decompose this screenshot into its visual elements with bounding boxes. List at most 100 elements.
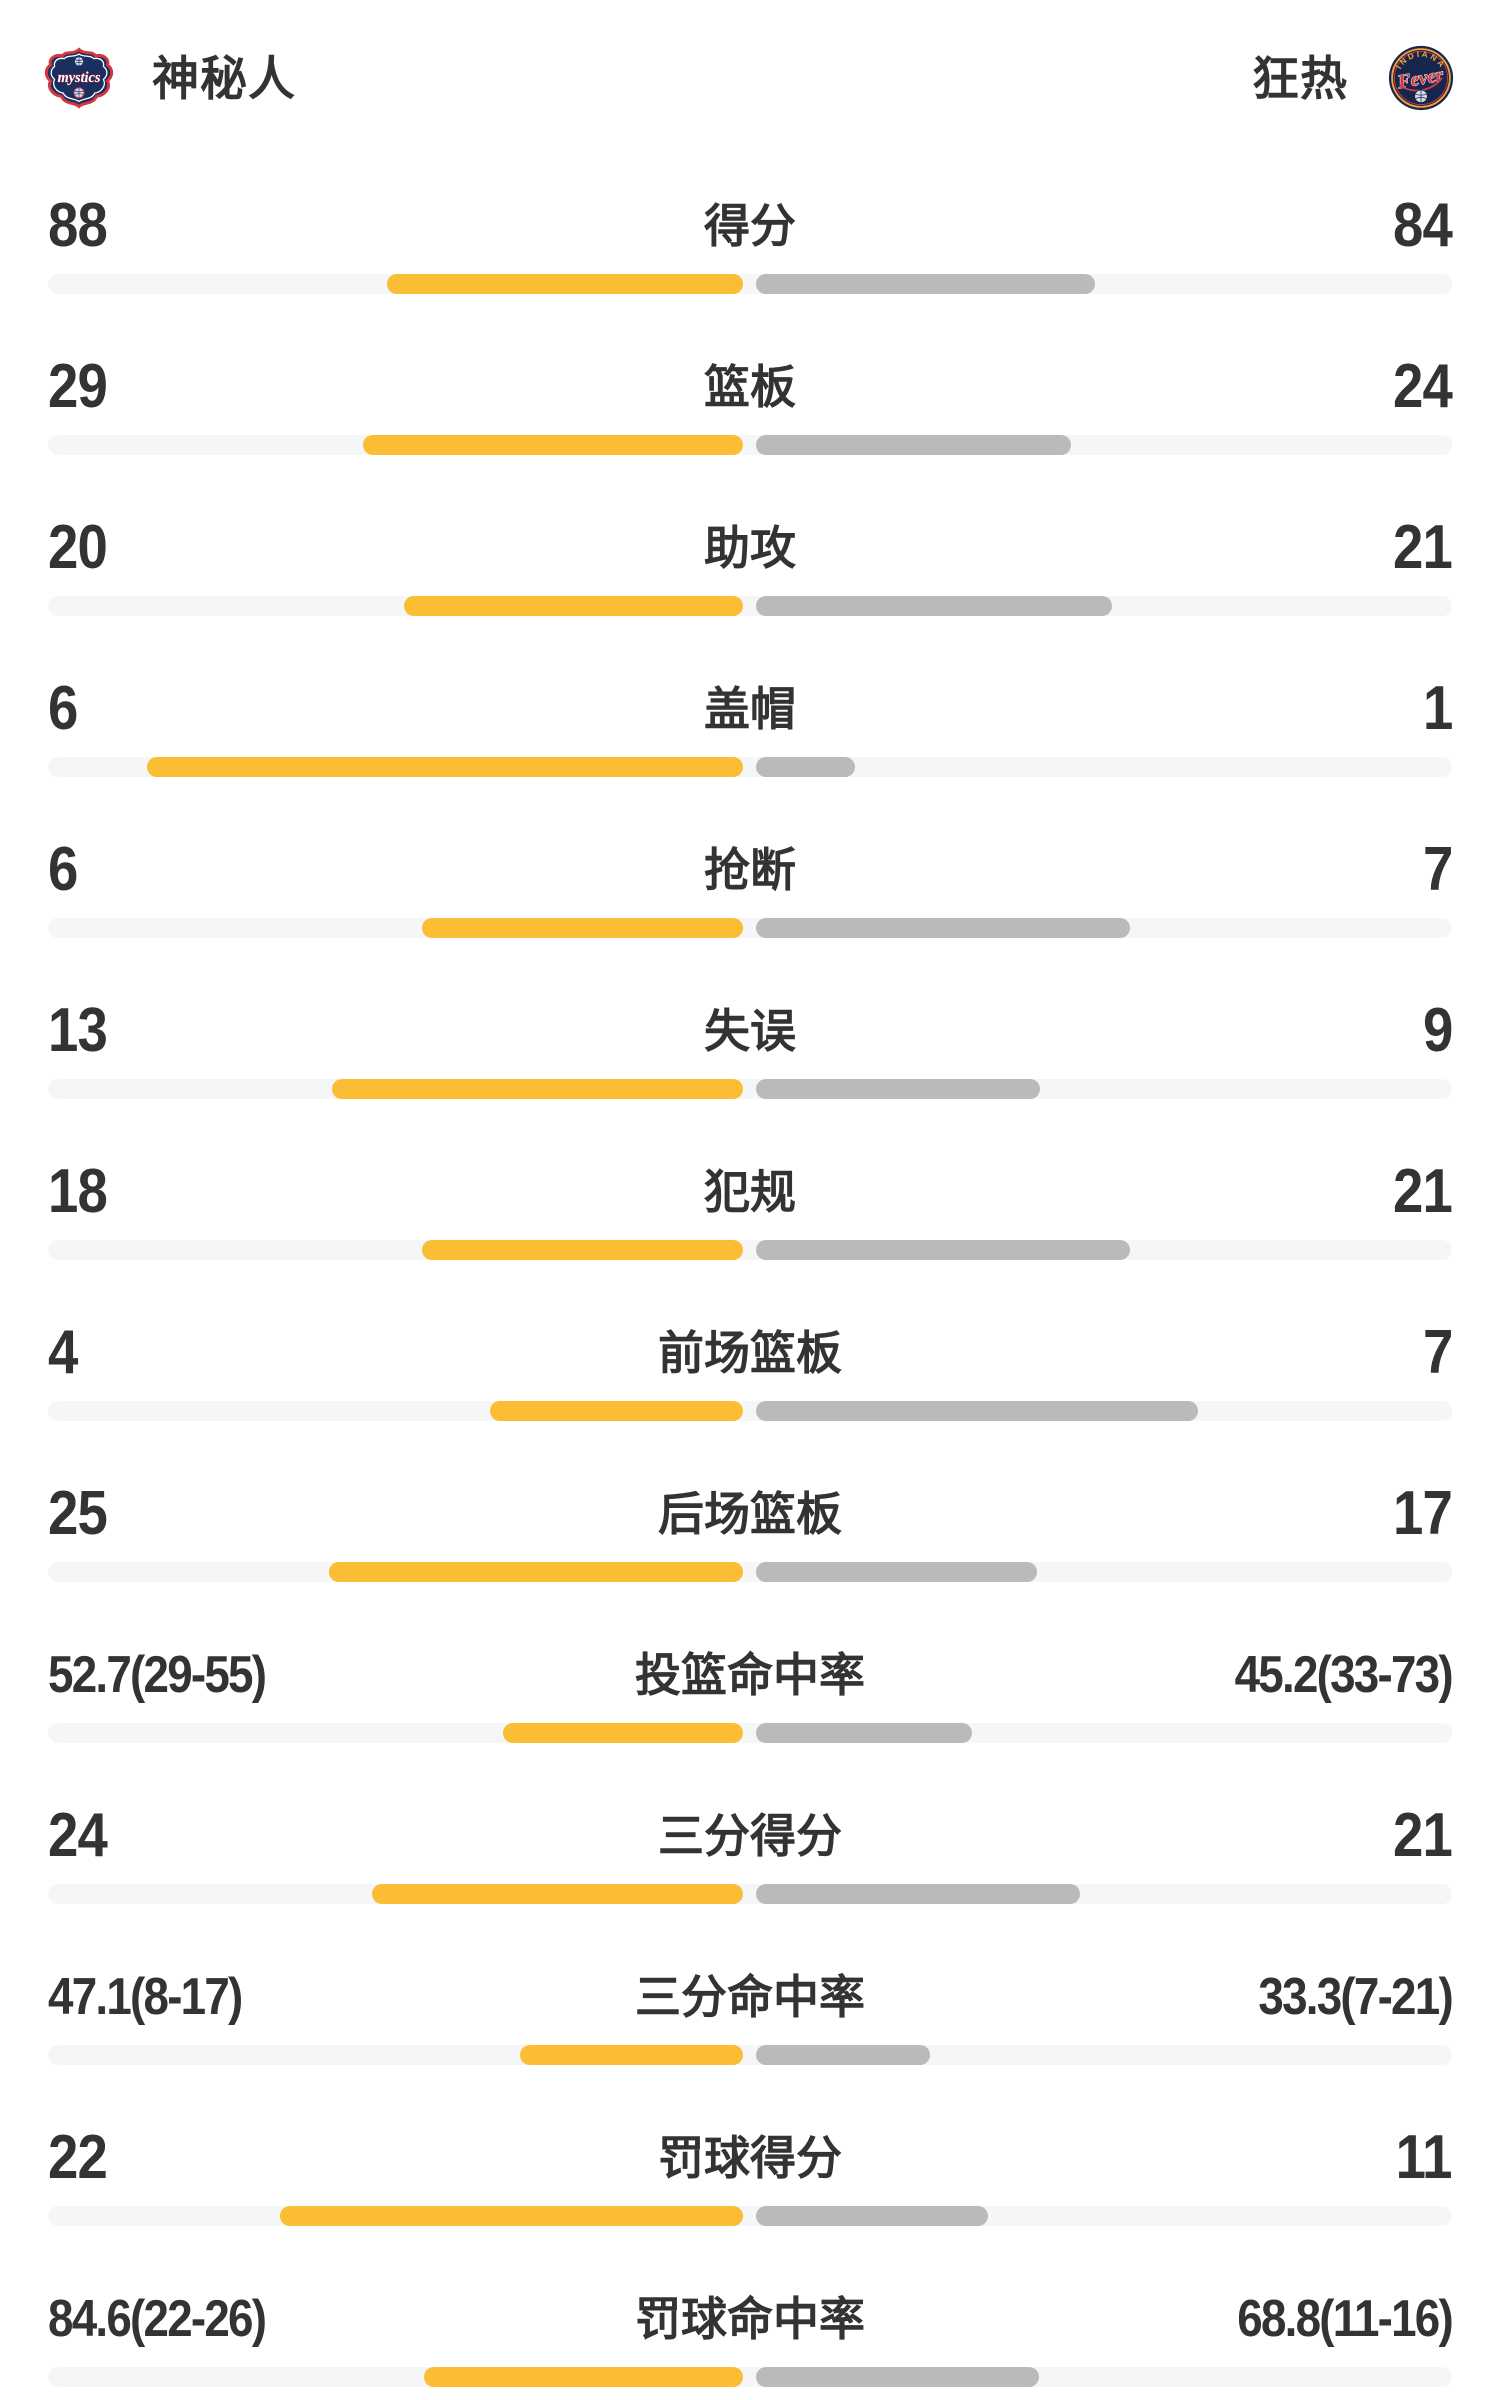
stat-left-value: 4 [48, 1318, 78, 1387]
stat-bar-right [756, 1562, 1037, 1582]
stat-bar-right [756, 1884, 1080, 1904]
stat-right-value: 1 [1422, 674, 1453, 743]
stat-row: 22 罚球得分 11 [48, 2123, 1453, 2226]
mystics-logo-wordmark: mystics [58, 70, 101, 86]
stat-bar-left [422, 918, 743, 938]
stat-bar-left [147, 757, 743, 777]
team-away[interactable]: 狂热 INDIANA Fever [1252, 45, 1456, 111]
stat-text-line: 4 前场篮板 7 [48, 1318, 1453, 1387]
mystics-crest-shape [44, 47, 114, 109]
stat-row: 52.7(29-55) 投篮命中率 45.2(33-73) [48, 1641, 1454, 1743]
stat-left-value: 84.6(22-26) [48, 2290, 267, 2348]
stat-bar-left [422, 1240, 743, 1260]
stat-bar-track [48, 1884, 1452, 1904]
stat-text-line: 22 罚球得分 11 [48, 2123, 1453, 2192]
stat-bar-right [756, 596, 1112, 616]
stat-row: 6 抢断 7 [48, 835, 1453, 938]
stat-left-value: 88 [48, 191, 108, 260]
stat-right-value: 7 [1422, 1318, 1453, 1387]
stat-left-value: 6 [48, 674, 78, 743]
stat-label: 抢断 [704, 844, 796, 896]
stat-right-value: 9 [1422, 996, 1453, 1065]
stat-bar-left [332, 1079, 743, 1099]
stat-bar-left [387, 274, 743, 294]
stat-bar-left [503, 1723, 743, 1743]
stat-label: 篮板 [704, 361, 796, 413]
stat-label: 前场篮板 [658, 1327, 842, 1379]
stat-left-value: 29 [48, 352, 108, 421]
stat-bar-track [48, 1723, 1452, 1743]
stat-left-value: 25 [48, 1479, 108, 1548]
stat-right-value: 21 [1393, 513, 1453, 582]
stat-bar-track [48, 918, 1452, 938]
team-home-name[interactable]: 神秘人 [152, 51, 296, 105]
stat-right-value: 68.8(11-16) [1237, 2290, 1453, 2348]
stat-bar-left [280, 2206, 743, 2226]
stat-row: 24 三分得分 21 [48, 1801, 1453, 1904]
stat-bar-left [520, 2045, 743, 2065]
stat-bar-right [756, 1723, 972, 1743]
team-home[interactable]: mystics 神秘人 [44, 45, 296, 111]
stat-text-line: 25 后场篮板 17 [48, 1479, 1453, 1548]
stat-left-value: 47.1(8-17) [48, 1968, 243, 2026]
stat-left-value: 6 [48, 835, 78, 904]
stat-row: 25 后场篮板 17 [48, 1479, 1453, 1582]
stat-bar-track [48, 757, 1452, 777]
stat-text-line: 29 篮板 24 [48, 352, 1453, 421]
stat-right-value: 21 [1393, 1157, 1453, 1226]
stat-row: 88 得分 84 [48, 191, 1453, 294]
stat-bar-right [756, 2206, 988, 2226]
stat-label: 后场篮板 [658, 1488, 842, 1540]
stat-label: 助攻 [704, 522, 796, 574]
stat-row: 6 盖帽 1 [48, 674, 1453, 777]
stat-bar-left [404, 596, 743, 616]
stat-bar-right [756, 1240, 1130, 1260]
stat-right-value: 84 [1393, 191, 1453, 260]
stat-row: 47.1(8-17) 三分命中率 33.3(7-21) [48, 1963, 1454, 2065]
mystics-crest-inner-border [50, 53, 108, 103]
stat-label: 失误 [704, 1005, 796, 1057]
stat-right-value: 24 [1393, 352, 1453, 421]
stat-bar-track [48, 1401, 1452, 1421]
stat-bar-right [756, 1401, 1198, 1421]
stat-right-value: 7 [1422, 835, 1453, 904]
stat-bar-track [48, 274, 1452, 294]
stat-left-value: 24 [48, 1801, 108, 1870]
stat-right-value: 45.2(33-73) [1234, 1646, 1454, 1704]
stat-text-line: 52.7(29-55) 投篮命中率 45.2(33-73) [48, 1641, 1454, 1709]
stat-bar-right [756, 918, 1130, 938]
stats-list: 88 得分 84 29 篮板 24 20 助攻 21 [0, 192, 1500, 2387]
stat-row: 4 前场篮板 7 [48, 1318, 1453, 1421]
stat-right-value: 17 [1393, 1479, 1453, 1548]
stat-bar-right [756, 2367, 1039, 2387]
fever-logo-icon[interactable]: INDIANA Fever [1386, 45, 1456, 111]
stat-right-value: 33.3(7-21) [1258, 1968, 1453, 2026]
stat-label: 犯规 [704, 1166, 796, 1218]
stat-label: 投篮命中率 [635, 1649, 865, 1701]
stat-right-value: 21 [1393, 1801, 1453, 1870]
stat-bar-right [756, 2045, 930, 2065]
match-header: mystics 神秘人 狂热 INDIANA Fever [0, 0, 1500, 114]
stat-row: 18 犯规 21 [48, 1157, 1453, 1260]
stat-row: 20 助攻 21 [48, 513, 1453, 616]
stat-label: 三分得分 [658, 1810, 842, 1862]
stat-bar-track [48, 1562, 1452, 1582]
fever-circle [1388, 45, 1454, 111]
stat-row: 13 失误 9 [48, 996, 1453, 1099]
stat-left-value: 22 [48, 2123, 108, 2192]
stat-bar-track [48, 2045, 1452, 2065]
stat-right-value: 11 [1396, 2123, 1453, 2192]
stat-text-line: 20 助攻 21 [48, 513, 1453, 582]
stat-left-value: 20 [48, 513, 108, 582]
stat-text-line: 6 盖帽 1 [48, 674, 1453, 743]
stat-bar-left [363, 435, 743, 455]
stat-bar-track [48, 435, 1452, 455]
stat-label: 盖帽 [704, 683, 796, 735]
team-away-name[interactable]: 狂热 [1252, 51, 1348, 105]
stat-label: 三分命中率 [635, 1971, 865, 2023]
stat-text-line: 13 失误 9 [48, 996, 1453, 1065]
mystics-logo-icon[interactable]: mystics [44, 45, 114, 111]
stat-text-line: 6 抢断 7 [48, 835, 1453, 904]
stat-bar-track [48, 596, 1452, 616]
